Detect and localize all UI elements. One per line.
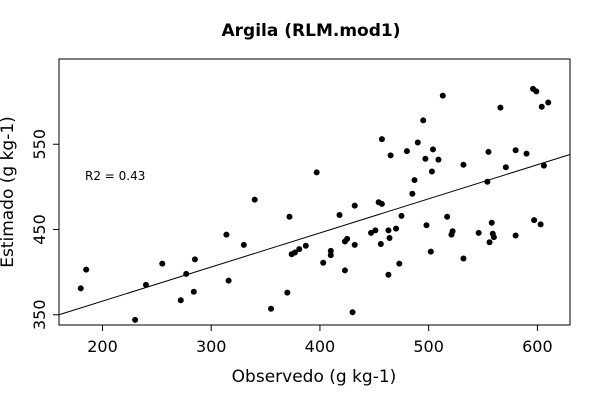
data-point [485, 148, 492, 155]
data-point [533, 88, 540, 95]
data-point [327, 252, 334, 259]
data-point [386, 235, 393, 242]
data-point [368, 229, 375, 236]
data-point [435, 156, 442, 163]
data-point [240, 241, 247, 248]
data-point [313, 169, 320, 176]
chart-title: Argila (RLM.mod1) [222, 21, 401, 41]
data-point [490, 234, 497, 241]
x-axis: 200 300 400 500 600 [87, 325, 553, 356]
data-point [497, 104, 504, 111]
y-axis: 350 450 550 [30, 129, 59, 330]
data-point [531, 217, 538, 224]
x-tick-label: 300 [196, 337, 227, 356]
data-point [225, 277, 232, 284]
data-point [439, 92, 446, 99]
data-point [291, 249, 298, 256]
data-point [449, 228, 456, 235]
data-point [409, 190, 416, 197]
data-point [414, 139, 421, 146]
data-point [420, 117, 427, 124]
x-tick-label: 400 [305, 337, 336, 356]
data-point [284, 289, 291, 296]
data-point [351, 241, 358, 248]
data-point [191, 256, 198, 263]
data-points [77, 85, 552, 323]
data-point [302, 242, 309, 249]
data-point [460, 255, 467, 262]
data-point [286, 213, 293, 220]
data-point [268, 305, 275, 312]
y-tick-label: 450 [30, 214, 49, 245]
y-tick-label: 350 [30, 299, 49, 330]
data-point [475, 229, 482, 236]
data-point [336, 212, 343, 219]
data-point [423, 222, 430, 229]
data-point [251, 196, 258, 203]
x-axis-label: Observedo (g kg-1) [232, 367, 397, 387]
data-point [488, 219, 495, 226]
data-point [377, 241, 384, 248]
y-axis-label: Estimado (g kg-1) [0, 116, 18, 268]
data-point [223, 231, 230, 238]
data-point [190, 288, 197, 295]
x-tick-label: 500 [413, 337, 444, 356]
r2-annotation: R2 = 0.43 [85, 169, 145, 183]
data-point [132, 316, 139, 323]
data-point [320, 259, 327, 266]
data-point [428, 168, 435, 175]
data-point [484, 178, 491, 185]
data-point [545, 99, 552, 106]
data-point [523, 150, 530, 157]
data-point [327, 247, 334, 254]
data-point [512, 232, 519, 239]
data-point [538, 103, 545, 110]
data-point [351, 202, 358, 209]
data-point [537, 221, 544, 228]
data-point [460, 161, 467, 168]
data-point [378, 200, 385, 207]
data-point [486, 239, 493, 246]
data-point [159, 260, 166, 267]
data-point [385, 271, 392, 278]
data-point [387, 152, 394, 159]
data-point [403, 148, 410, 155]
x-tick-label: 600 [522, 337, 553, 356]
data-point [341, 267, 348, 274]
plot-frame [58, 58, 571, 326]
data-point [396, 260, 403, 267]
data-point [372, 227, 379, 234]
data-point [430, 146, 437, 153]
data-point [411, 177, 418, 184]
y-tick-label: 550 [30, 129, 49, 160]
data-point [398, 212, 405, 219]
data-point [142, 281, 149, 288]
data-point [393, 225, 400, 232]
data-point [385, 227, 392, 234]
data-point [444, 213, 451, 220]
data-point [83, 266, 90, 273]
x-tick-label: 200 [87, 337, 118, 356]
data-point [296, 246, 303, 253]
data-point [422, 155, 429, 162]
data-point [512, 147, 519, 154]
data-point [349, 309, 356, 316]
data-point [502, 164, 509, 171]
data-point [177, 297, 184, 304]
data-point [378, 136, 385, 143]
data-point [77, 285, 84, 292]
data-point [540, 162, 547, 169]
data-point [344, 235, 351, 242]
data-point [427, 248, 434, 255]
data-point [183, 270, 190, 277]
